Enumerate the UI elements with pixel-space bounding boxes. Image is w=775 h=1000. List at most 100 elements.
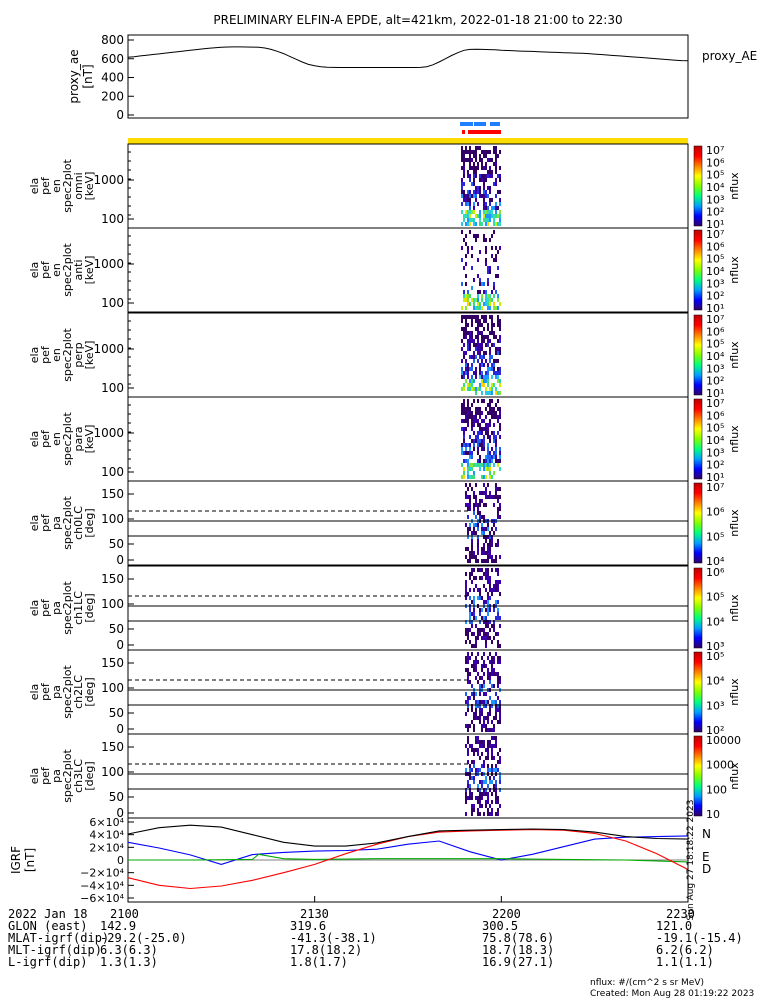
ela_pef_en_spec2plot_omni-cell — [499, 150, 501, 154]
ela_pef_en_spec2plot_perp-cell — [461, 315, 463, 319]
ela_pef_en_spec2plot_omni-colorbar-label: 10⁶ — [706, 156, 725, 169]
ela_pef_en_spec2plot_anti-cell — [475, 306, 477, 310]
ela_pef_pa_spec2plot_ch2LC-colorbar-label: 10⁴ — [706, 675, 725, 688]
ela_pef_pa_spec2plot_ch2LC-cell — [493, 656, 495, 660]
ela_pef_pa_spec2plot_ch3LC-cell — [497, 808, 499, 812]
ela_pef_en_spec2plot_perp-cell — [471, 339, 473, 343]
ela_pef_en_spec2plot_perp-cell — [471, 335, 473, 339]
ela_pef_en_spec2plot_anti-cell — [463, 238, 465, 242]
ela_pef_pa_spec2plot_ch3LC-cell — [473, 776, 475, 780]
ela_pef_pa_spec2plot_ch1LC-cell — [485, 632, 487, 636]
ela_pef_en_spec2plot_para-cell — [483, 459, 485, 463]
ela_pef_pa_spec2plot_ch3LC-cell — [491, 764, 493, 768]
ela_pef_en_spec2plot_omni-cell — [469, 202, 471, 206]
ela_pef_en_spec2plot_para-cell — [485, 423, 487, 427]
ela_pef_en_spec2plot_para-cell — [491, 411, 493, 415]
ela_pef_en_spec2plot_perp-cell — [487, 343, 489, 347]
ela_pef_pa_spec2plot_ch1LC-cell — [487, 624, 489, 628]
ela_pef_pa_spec2plot_ch0LC-cell — [491, 555, 493, 559]
ela_pef_pa_spec2plot_ch1LC-cell — [483, 584, 485, 588]
ela_pef_pa_spec2plot_ch2LC-cell — [475, 668, 477, 672]
ela_pef_en_spec2plot_para-cell — [471, 455, 473, 459]
ela_pef_pa_spec2plot_ch3LC-cell — [493, 744, 495, 748]
igrf-ytick-label: 2×10⁴ — [89, 841, 124, 854]
ela_pef_en_spec2plot_perp-cell — [477, 351, 479, 355]
ela_pef_pa_spec2plot_ch1LC-cell — [497, 612, 499, 616]
ela_pef_en_spec2plot_para-cell — [473, 447, 475, 451]
ela_pef_pa_spec2plot_ch2LC-cell — [465, 724, 467, 728]
ela_pef_pa_spec2plot_ch0LC-cell — [497, 487, 499, 491]
ela_pef_en_spec2plot_omni-cell — [463, 190, 465, 194]
ela_pef_en_spec2plot_perp-cell — [463, 387, 465, 391]
ela_pef_en_spec2plot_perp-colorbar — [693, 314, 703, 396]
ela_pef_en_spec2plot_anti-cell — [471, 266, 473, 270]
ela_pef_pa_spec2plot_ch3LC-cell — [485, 788, 487, 792]
ela_pef_en_spec2plot_para-cell — [489, 463, 491, 467]
ela_pef_pa_spec2plot_ch3LC-cell — [469, 784, 471, 788]
ela_pef_en_spec2plot_para-cell — [463, 399, 465, 403]
ela_pef_en_spec2plot_para-cell — [461, 451, 463, 455]
ela_pef_pa_spec2plot_ch0LC-cell — [469, 559, 471, 563]
ela_pef_pa_spec2plot_ch0LC-cell — [473, 551, 475, 555]
ela_pef_en_spec2plot_omni-cell — [469, 162, 471, 166]
ela_pef_pa_spec2plot_ch0LC-cell — [475, 499, 477, 503]
ela_pef_en_spec2plot_para-cell — [465, 415, 467, 419]
ela_pef_en_spec2plot_para-cell — [471, 451, 473, 455]
ela_pef_en_spec2plot_perp-cell — [497, 339, 499, 343]
ela_pef_pa_spec2plot_ch2LC-cell — [487, 700, 489, 704]
ela_pef_pa_spec2plot_ch2LC-cell — [491, 684, 493, 688]
ela_pef_pa_spec2plot_ch1LC-cell — [477, 636, 479, 640]
ela_pef_en_spec2plot_para-cell — [463, 419, 465, 423]
ela_pef_en_spec2plot_omni-cell — [483, 206, 485, 210]
ela_pef_en_spec2plot_para-cell — [481, 443, 483, 447]
ela_pef_en_spec2plot_perp-cell — [471, 315, 473, 319]
ela_pef_en_spec2plot_perp-cell — [475, 375, 477, 379]
ela_pef_en_spec2plot_perp-cell — [471, 375, 473, 379]
ela_pef_pa_spec2plot_ch1LC-cell — [467, 592, 469, 596]
ela_pef_en_spec2plot_omni-cell — [475, 166, 477, 170]
footer-value: 17.8(18.2) — [290, 943, 363, 957]
ela_pef_pa_spec2plot_ch1LC-cell — [493, 584, 495, 588]
ela_pef_en_spec2plot_omni-cell — [461, 190, 463, 194]
ela_pef_en_spec2plot_perp-cell — [467, 383, 469, 387]
ela_pef_en_spec2plot_para-cell — [493, 407, 495, 411]
ela_pef_en_spec2plot_omni-cell — [491, 198, 493, 202]
ela_pef_pa_spec2plot_ch0LC-ylabel: pef — [39, 513, 52, 532]
ela_pef_pa_spec2plot_ch1LC-cell — [465, 588, 467, 592]
ela_pef_en_spec2plot_omni-cell — [469, 206, 471, 210]
ela_pef_en_spec2plot_para-ylabel: [keV] — [83, 425, 96, 454]
ela_pef_en_spec2plot_perp-cell — [485, 319, 487, 323]
ela_pef_pa_spec2plot_ch3LC-cell — [495, 792, 497, 796]
ela_pef_pa_spec2plot_ch2LC-cell — [469, 696, 471, 700]
ela_pef_en_spec2plot_perp-cell — [461, 371, 463, 375]
ela_pef_pa_spec2plot_ch0LC-cell — [467, 503, 469, 507]
ela_pef_pa_spec2plot_ch1LC-cell — [491, 588, 493, 592]
ela_pef_pa_spec2plot_ch1LC-cell — [483, 636, 485, 640]
ela_pef_pa_spec2plot_ch3LC-cell — [483, 744, 485, 748]
ela_pef_pa_spec2plot_ch0LC-cell — [487, 483, 489, 487]
ela_pef_pa_spec2plot_ch2LC-cell — [491, 656, 493, 660]
ela_pef_pa_spec2plot_ch2LC-cell — [467, 652, 469, 656]
ela_pef_pa_spec2plot_ch3LC-cell — [473, 760, 475, 764]
ela_pef_pa_spec2plot_ch0LC-cell — [467, 547, 469, 551]
ela_pef_en_spec2plot_omni-cell — [495, 166, 497, 170]
ela_pef_pa_spec2plot_ch2LC-ylabel: [deg] — [83, 677, 96, 706]
ela_pef_en_spec2plot_omni-cell — [489, 170, 491, 174]
ela_pef_en_spec2plot_perp-cell — [477, 335, 479, 339]
ela_pef_pa_spec2plot_ch0LC-cell — [469, 551, 471, 555]
ela_pef_en_spec2plot_perp-cell — [489, 339, 491, 343]
ela_pef_en_spec2plot_para-cell — [475, 411, 477, 415]
ela_pef_en_spec2plot_omni-cell — [479, 210, 481, 214]
ela_pef_pa_spec2plot_ch3LC-cell — [479, 744, 481, 748]
ela_pef_en_spec2plot_perp-cell — [465, 379, 467, 383]
ela_pef_pa_spec2plot_ch1LC-cell — [473, 616, 475, 620]
ela_pef_en_spec2plot_omni-cell — [475, 186, 477, 190]
ela_pef_en_spec2plot_para-cell — [467, 451, 469, 455]
ela_pef_en_spec2plot_perp-cell — [479, 363, 481, 367]
ela_pef_pa_spec2plot_ch0LC-cell — [473, 503, 475, 507]
ela_pef_en_spec2plot_omni-colorbar-label: 10¹ — [706, 218, 724, 231]
ela_pef_pa_spec2plot_ch3LC-cell — [473, 764, 475, 768]
ela_pef_en_spec2plot_omni-cell — [485, 178, 487, 182]
ela_pef_pa_spec2plot_ch0LC-cell — [487, 559, 489, 563]
ela_pef_en_spec2plot_perp-ylabel: en — [50, 348, 63, 362]
